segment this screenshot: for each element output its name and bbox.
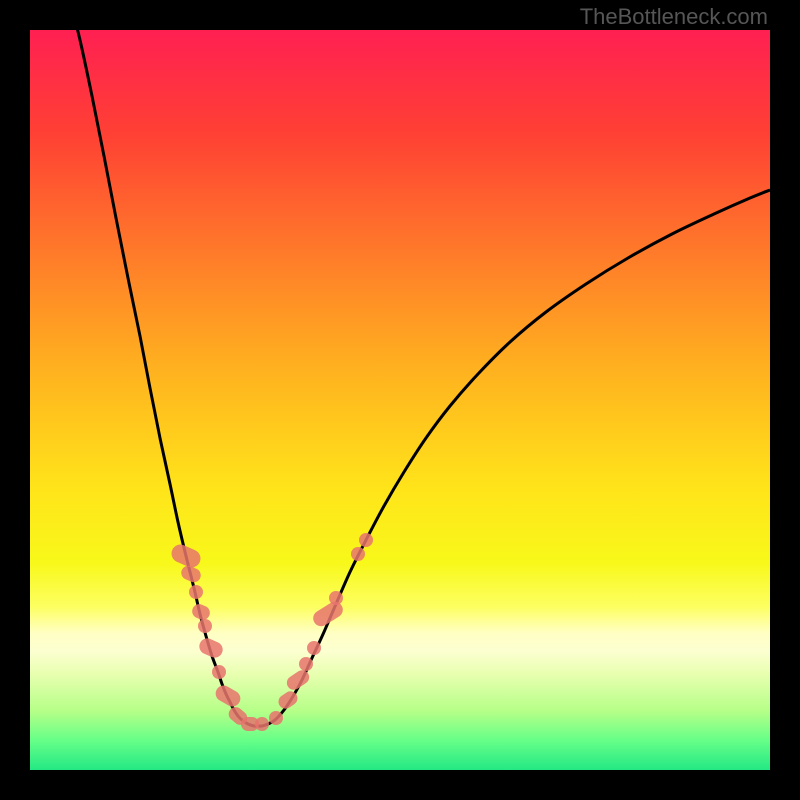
- data-marker: [212, 665, 226, 679]
- data-marker: [299, 657, 313, 671]
- watermark-text: TheBottleneck.com: [580, 4, 768, 30]
- data-marker: [359, 533, 373, 547]
- chart-root: TheBottleneck.com: [0, 0, 800, 800]
- data-marker: [255, 717, 269, 731]
- curve-layer: [30, 30, 770, 770]
- data-marker: [329, 591, 343, 605]
- data-marker: [189, 585, 203, 599]
- data-marker: [307, 641, 321, 655]
- data-marker: [351, 547, 365, 561]
- data-marker: [198, 619, 212, 633]
- curve-right: [258, 190, 770, 726]
- data-marker: [269, 711, 283, 725]
- plot-area: [30, 30, 770, 770]
- curve-left: [68, 30, 258, 726]
